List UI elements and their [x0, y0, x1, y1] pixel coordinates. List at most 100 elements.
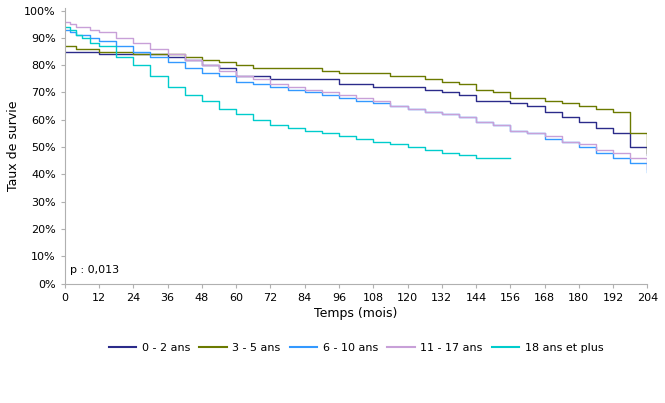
18 ans et plus [112, 54, 120, 59]
6 - 10 ans [215, 74, 223, 79]
0 - 2 ans [558, 114, 566, 119]
0 - 2 ans [283, 77, 291, 81]
0 - 2 ans [609, 131, 617, 136]
0 - 2 ans [164, 54, 172, 59]
3 - 5 ans [267, 66, 275, 71]
11 - 17 ans [644, 166, 652, 171]
3 - 5 ans [575, 104, 583, 108]
11 - 17 ans [232, 74, 240, 79]
18 ans et plus [78, 35, 86, 40]
6 - 10 ans [592, 150, 600, 155]
3 - 5 ans [609, 109, 617, 114]
0 - 2 ans [644, 153, 652, 158]
18 ans et plus [301, 128, 309, 133]
18 ans et plus [489, 156, 497, 160]
11 - 17 ans [215, 68, 223, 73]
18 ans et plus [95, 44, 103, 48]
11 - 17 ans [86, 27, 94, 32]
18 ans et plus [181, 93, 189, 98]
11 - 17 ans [61, 19, 68, 24]
6 - 10 ans [129, 49, 137, 54]
11 - 17 ans [386, 104, 394, 108]
3 - 5 ans [146, 52, 154, 57]
18 ans et plus [455, 153, 463, 158]
0 - 2 ans [66, 49, 74, 54]
18 ans et plus [129, 63, 137, 68]
0 - 2 ans [472, 98, 480, 103]
3 - 5 ans [249, 66, 257, 71]
0 - 2 ans [146, 52, 154, 57]
6 - 10 ans [181, 66, 189, 71]
0 - 2 ans [301, 77, 309, 81]
0 - 2 ans [84, 49, 92, 54]
0 - 2 ans [112, 52, 120, 57]
3 - 5 ans [506, 96, 514, 100]
18 ans et plus [335, 134, 343, 139]
6 - 10 ans [95, 38, 103, 43]
0 - 2 ans [421, 87, 429, 92]
11 - 17 ans [489, 123, 497, 128]
3 - 5 ans [489, 90, 497, 95]
11 - 17 ans [472, 120, 480, 125]
6 - 10 ans [301, 90, 309, 95]
3 - 5 ans [181, 54, 189, 59]
0 - 2 ans [181, 57, 189, 62]
6 - 10 ans [112, 44, 120, 48]
6 - 10 ans [575, 145, 583, 150]
6 - 10 ans [72, 33, 80, 37]
3 - 5 ans [386, 74, 394, 79]
6 - 10 ans [455, 114, 463, 119]
X-axis label: Temps (mois): Temps (mois) [315, 307, 398, 320]
3 - 5 ans [438, 79, 446, 84]
3 - 5 ans [421, 77, 429, 81]
0 - 2 ans [318, 77, 326, 81]
18 ans et plus [164, 85, 172, 89]
3 - 5 ans [164, 52, 172, 57]
0 - 2 ans [592, 126, 600, 131]
11 - 17 ans [78, 25, 86, 29]
11 - 17 ans [335, 93, 343, 98]
11 - 17 ans [318, 90, 326, 95]
3 - 5 ans [335, 71, 343, 76]
0 - 2 ans [523, 104, 531, 108]
6 - 10 ans [523, 131, 531, 136]
0 - 2 ans [72, 49, 80, 54]
3 - 5 ans [455, 82, 463, 87]
18 ans et plus [421, 147, 429, 152]
6 - 10 ans [352, 98, 360, 103]
0 - 2 ans [78, 49, 86, 54]
11 - 17 ans [558, 139, 566, 144]
6 - 10 ans [472, 120, 480, 125]
Line: 11 - 17 ans: 11 - 17 ans [65, 21, 648, 169]
11 - 17 ans [541, 134, 549, 139]
18 ans et plus [215, 106, 223, 111]
18 ans et plus [146, 74, 154, 79]
18 ans et plus [283, 126, 291, 131]
18 ans et plus [352, 137, 360, 141]
6 - 10 ans [438, 112, 446, 117]
11 - 17 ans [283, 85, 291, 89]
6 - 10 ans [61, 27, 68, 32]
3 - 5 ans [232, 63, 240, 68]
0 - 2 ans [352, 82, 360, 87]
3 - 5 ans [472, 87, 480, 92]
0 - 2 ans [249, 74, 257, 79]
11 - 17 ans [609, 150, 617, 155]
Line: 18 ans et plus: 18 ans et plus [65, 27, 510, 158]
0 - 2 ans [61, 49, 68, 54]
11 - 17 ans [267, 82, 275, 87]
0 - 2 ans [335, 82, 343, 87]
11 - 17 ans [129, 41, 137, 46]
11 - 17 ans [95, 30, 103, 35]
6 - 10 ans [421, 109, 429, 114]
18 ans et plus [472, 156, 480, 160]
11 - 17 ans [66, 22, 74, 27]
6 - 10 ans [558, 139, 566, 144]
0 - 2 ans [506, 101, 514, 106]
6 - 10 ans [541, 137, 549, 141]
18 ans et plus [66, 27, 74, 32]
18 ans et plus [506, 156, 514, 160]
11 - 17 ans [575, 142, 583, 147]
3 - 5 ans [66, 44, 74, 48]
0 - 2 ans [232, 74, 240, 79]
